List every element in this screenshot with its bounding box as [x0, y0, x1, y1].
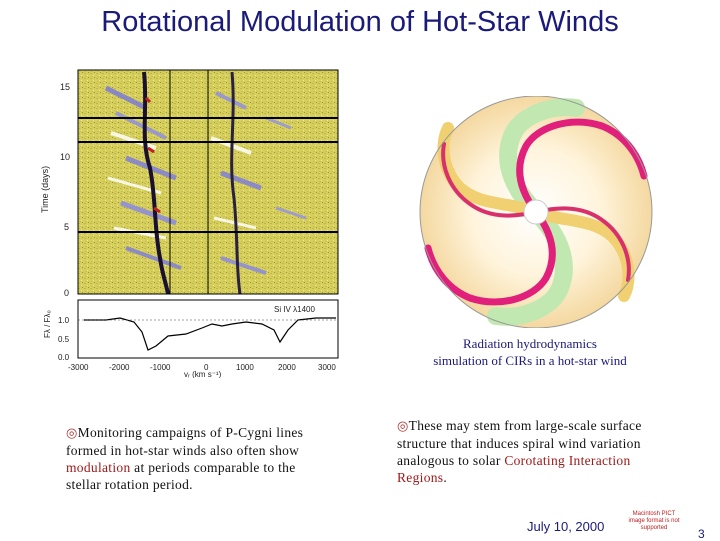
dynamic-spectrum-figure: 15 10 5 0 Time (days) Si IV λ1400 1.0 0.…	[36, 68, 356, 379]
cir-simulation-figure	[400, 95, 672, 329]
bullet-icon: ◎	[66, 426, 78, 441]
bullet-surface-structure: ◎These may stem from large-scale surface…	[397, 417, 657, 486]
bullet-text-1: Monitoring campaigns of P-Cygni lines fo…	[66, 425, 304, 458]
emission-track-2	[230, 71, 242, 295]
page-number: 3	[698, 527, 705, 541]
cir-arm-2	[424, 208, 556, 306]
highlight-cir: Corotating Interaction Regions	[397, 453, 631, 485]
x-tick-2000: 2000	[278, 363, 296, 372]
highlight-modulation: modulation	[66, 460, 131, 475]
pict-unsupported-note: Macintosh PICT image format is not suppo…	[628, 511, 680, 531]
star-core	[523, 199, 549, 225]
x-tick-m1000: -1000	[150, 363, 171, 372]
x-tick-0: 0	[204, 363, 209, 372]
profile-panel	[77, 299, 339, 359]
y-tick-15: 15	[60, 82, 70, 92]
emission-knots	[144, 96, 161, 214]
line-label: Si IV λ1400	[274, 305, 315, 314]
profile-y-label: Fλ / Fλ₀	[43, 310, 52, 338]
emission-track-1	[142, 71, 170, 295]
bullet-text-1: These may stem from large-scale surface …	[397, 418, 642, 468]
x-tick-1000: 1000	[236, 363, 254, 372]
caption-line-2: simulation of CIRs in a hot-star wind	[433, 353, 627, 368]
bullet-icon: ◎	[397, 419, 409, 434]
y-tick-10: 10	[60, 152, 70, 162]
y-tick-5: 5	[64, 222, 69, 232]
spectrum-gridlines	[78, 70, 338, 294]
profile-line	[84, 317, 336, 351]
spectrum-frame	[77, 69, 339, 295]
slide-title: Rotational Modulation of Hot-Star Winds	[101, 6, 619, 38]
profile-tick-0: 0.0	[58, 353, 70, 362]
y-axis-label: Time (days)	[40, 166, 50, 213]
dynamic-spectrum-svg: 15 10 5 0 Time (days) Si IV λ1400 1.0 0.…	[40, 69, 339, 379]
profile-tick-05: 0.5	[58, 335, 70, 344]
caption-line-1: Radiation hydrodynamics	[463, 336, 597, 351]
x-tick-m3000: -3000	[68, 363, 89, 372]
x-axis-label: vᵣ (km s⁻¹)	[184, 370, 222, 378]
bullet-text-2: at periods comparable to the stellar rot…	[66, 460, 296, 492]
bullet-text-2: .	[443, 470, 448, 485]
x-tick-3000: 3000	[318, 363, 336, 372]
simulation-caption: Radiation hydrodynamics simulation of CI…	[410, 335, 650, 369]
cir-arm-1	[516, 118, 648, 216]
x-tick-m2000: -2000	[109, 363, 130, 372]
bullet-monitoring: ◎Monitoring campaigns of P-Cygni lines f…	[66, 424, 316, 493]
spiral-arms	[424, 98, 648, 326]
y-tick-0: 0	[64, 288, 69, 298]
footer-date: July 10, 2000	[527, 519, 605, 534]
cir-simulation-svg	[419, 95, 653, 329]
profile-tick-1: 1.0	[58, 316, 70, 325]
